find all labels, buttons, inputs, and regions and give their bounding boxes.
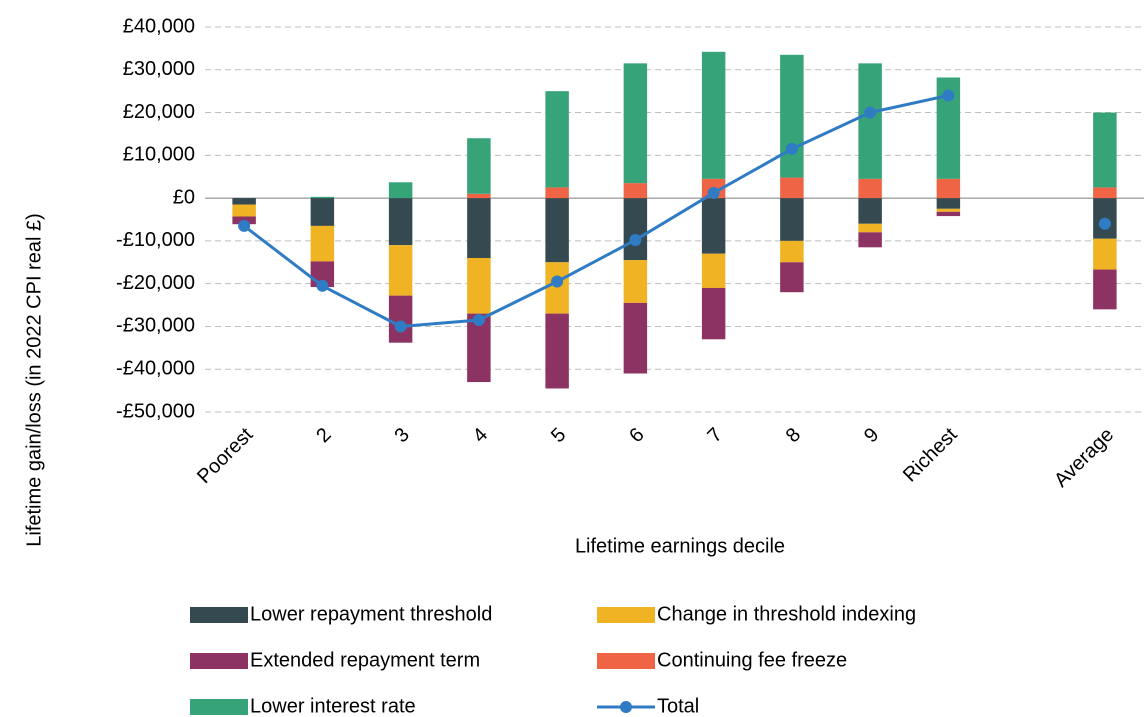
line-point: [316, 279, 329, 292]
bar-segment: [780, 177, 804, 199]
line-series: [243, 93, 949, 328]
bar-segment: [623, 302, 648, 374]
x-tick-label: 3: [390, 424, 413, 447]
line-point: [629, 234, 642, 247]
x-tick-label: 5: [547, 424, 570, 447]
x-axis-label: Lifetime earnings decile: [575, 535, 785, 557]
x-tick-label: 2: [312, 424, 335, 447]
x-tick-label: 4: [469, 424, 492, 447]
bar-segment: [467, 138, 491, 194]
line-point: [394, 320, 407, 333]
line-point: [551, 275, 564, 288]
bar-segment: [545, 313, 569, 389]
legend-swatch: [597, 653, 655, 669]
bar-segment: [545, 262, 569, 314]
bar-segment: [467, 198, 491, 258]
bar-segment: [701, 51, 726, 179]
bar-segment: [1093, 238, 1117, 270]
bar-segment: [780, 240, 804, 263]
bar-segment: [858, 178, 882, 199]
x-tick-label: 6: [625, 424, 648, 447]
bar-segment: [858, 198, 882, 224]
bar-segment: [310, 225, 335, 262]
bar-segment: [623, 260, 648, 303]
bar-segment: [701, 253, 726, 288]
bar-segment: [858, 63, 882, 179]
legend-label: Lower interest rate: [250, 695, 416, 717]
bar-segment: [545, 198, 569, 263]
x-tick-label: 9: [860, 424, 883, 447]
y-tick-label: £30,000: [123, 58, 195, 80]
y-tick-label: £0: [173, 186, 195, 208]
bar-segment: [701, 198, 726, 254]
bar-segment: [232, 198, 256, 205]
line-point: [238, 219, 251, 232]
legend-swatch: [190, 699, 248, 715]
y-axis-label: Lifetime gain/loss (in 2022 CPI real £): [23, 213, 45, 547]
y-tick-label: £40,000: [123, 15, 195, 37]
y-tick-label: -£30,000: [116, 315, 195, 337]
bar-segment: [623, 63, 648, 184]
y-tick-label: -£50,000: [116, 400, 195, 422]
bar-segment: [1093, 112, 1117, 188]
line-point: [472, 314, 485, 327]
bar-segment: [623, 198, 648, 261]
legend-swatch: [190, 653, 248, 669]
bar-segment: [467, 193, 491, 199]
line-point: [1098, 217, 1111, 230]
legend-swatch: [597, 607, 655, 623]
line-point: [942, 89, 955, 102]
x-tick-label: Richest: [899, 423, 962, 486]
bar-segment: [936, 208, 961, 212]
x-tick-label: 8: [782, 424, 805, 447]
x-tick-label: 7: [703, 424, 726, 447]
line-point: [864, 106, 877, 119]
bar-segment: [936, 77, 961, 179]
bar-segment: [858, 232, 882, 248]
x-tick-label: Average: [1050, 424, 1118, 492]
bar-segment: [858, 223, 882, 233]
bar-segment: [310, 198, 335, 226]
bar-segment: [936, 178, 961, 199]
y-tick-label: -£40,000: [116, 358, 195, 380]
y-tick-label: £10,000: [123, 144, 195, 166]
bar-segment: [701, 287, 726, 340]
y-tick-label: -£20,000: [116, 272, 195, 294]
bar-segment: [310, 196, 335, 199]
y-tick-label: -£10,000: [116, 229, 195, 251]
legend-marker: [620, 701, 632, 713]
y-tick-label: £20,000: [123, 101, 195, 123]
bar-segment: [467, 313, 491, 383]
bar-segment: [388, 198, 413, 246]
line-point: [785, 142, 798, 155]
bar-segment: [1093, 269, 1117, 310]
legend-label: Continuing fee freeze: [657, 649, 847, 671]
bar-segment: [936, 211, 961, 217]
bar-segment: [388, 295, 413, 343]
bar-segment: [936, 198, 961, 209]
legend-label: Change in threshold indexing: [657, 603, 916, 625]
bar-segment: [623, 183, 648, 199]
legend-label: Lower repayment threshold: [250, 603, 492, 625]
legend-label: Total: [657, 695, 699, 717]
bar-segment: [388, 245, 413, 296]
bar-segment: [1093, 187, 1117, 199]
bar-segment: [780, 198, 804, 241]
bar-segment: [232, 204, 256, 217]
bar-segment: [780, 54, 804, 178]
bar-segment: [545, 91, 569, 188]
line-point: [707, 186, 720, 199]
bar-segment: [545, 187, 569, 199]
legend-swatch: [190, 607, 248, 623]
x-tick-label: Poorest: [193, 423, 258, 488]
legend-label: Extended repayment term: [250, 649, 480, 671]
bar-segment: [388, 182, 413, 199]
bar-segment: [780, 262, 804, 293]
bar-segment: [467, 258, 491, 314]
